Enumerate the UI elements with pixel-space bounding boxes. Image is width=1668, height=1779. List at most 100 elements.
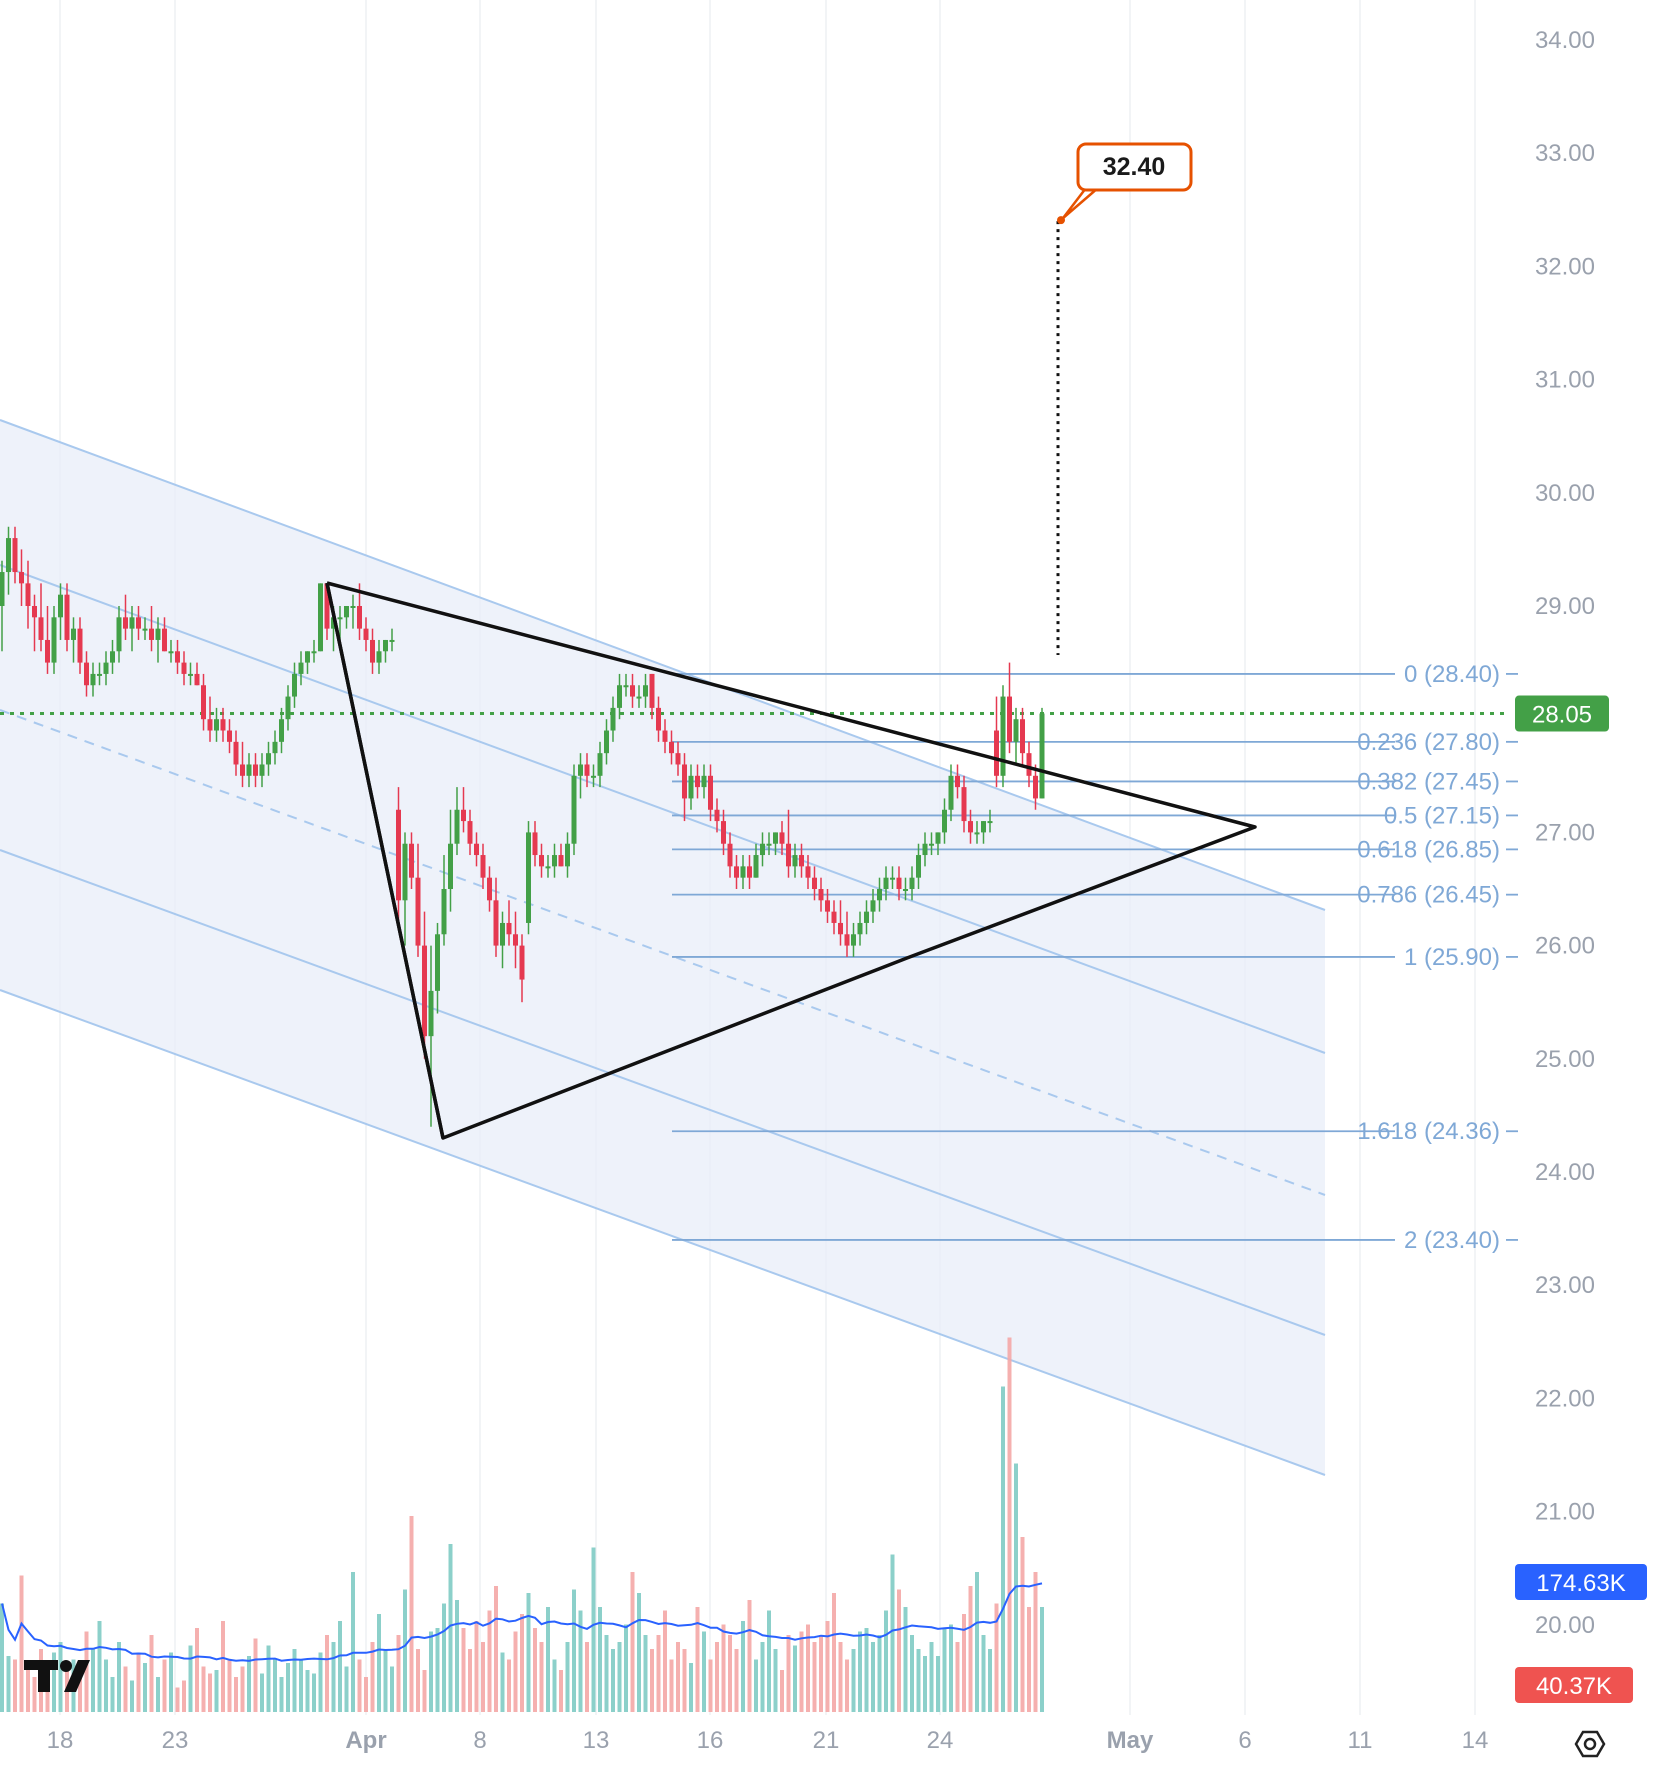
volume-bar <box>858 1631 862 1712</box>
candle-body <box>201 685 206 720</box>
candle-body <box>968 821 973 833</box>
triangle-pattern <box>325 581 1257 1140</box>
candle-body <box>1000 696 1006 776</box>
candle-body <box>513 934 518 946</box>
tradingview-logo[interactable] <box>24 1660 90 1692</box>
candle-body <box>766 843 772 846</box>
y-tick-label: 25.00 <box>1535 1046 1595 1073</box>
target-callout-label: 32.40 <box>1103 153 1166 181</box>
fib-level-label: 1.618 (24.36) <box>1357 1118 1500 1145</box>
volume-bar <box>169 1652 173 1712</box>
y-tick-label: 20.00 <box>1535 1612 1595 1639</box>
volume-bar <box>383 1649 388 1712</box>
candle-body <box>526 832 531 923</box>
x-tick-label: 21 <box>813 1727 840 1754</box>
volume-bar <box>864 1628 869 1712</box>
candle-body <box>19 572 24 584</box>
candle-body <box>545 866 551 869</box>
y-tick-label: 31.00 <box>1535 367 1595 394</box>
candle-body <box>181 662 187 674</box>
candle-body <box>58 594 63 618</box>
candle-body <box>389 639 395 642</box>
volume-bar <box>390 1666 394 1712</box>
volume-bar <box>143 1663 147 1712</box>
candle-body <box>519 945 525 980</box>
volume-bar <box>78 1663 82 1712</box>
y-tick-label: 34.00 <box>1535 27 1595 54</box>
candle-body <box>32 606 37 618</box>
candle-body <box>961 787 967 822</box>
volume-bar <box>786 1635 791 1712</box>
candle-body <box>571 775 577 844</box>
candle-body <box>357 606 362 629</box>
volume-bar <box>845 1659 849 1712</box>
price-badges: 28.05 174.63K 40.37K <box>1515 695 1647 1703</box>
fibonacci-levels: 0 (28.40) 0.236 (27.80) 0.382 (27.45) 0.5 (… <box>672 661 1518 1254</box>
candle-body <box>753 855 759 878</box>
candle-body <box>786 843 791 867</box>
volume-bar <box>156 1677 160 1712</box>
candle-body <box>597 753 603 776</box>
x-tick-label: Apr <box>345 1727 386 1754</box>
volume-bar <box>981 1635 986 1712</box>
volume-bar <box>929 1642 934 1712</box>
volume-bar <box>695 1607 700 1712</box>
volume-bar <box>903 1607 908 1712</box>
volume-bar <box>559 1670 563 1712</box>
candle-body <box>649 673 655 708</box>
volume-bar <box>565 1642 570 1712</box>
candle-body <box>175 651 180 663</box>
candle-body <box>532 832 538 856</box>
candle-body <box>500 922 505 946</box>
volume-bar <box>130 1680 134 1712</box>
volume-bar <box>455 1600 459 1712</box>
candle-body <box>461 809 466 822</box>
volume-bar <box>968 1586 973 1712</box>
x-tick-label: 16 <box>697 1727 724 1754</box>
candle-body <box>194 673 200 686</box>
volume-bar <box>195 1628 199 1712</box>
volume-bar <box>650 1649 654 1712</box>
volume-bar <box>110 1677 115 1712</box>
x-tick-label: May <box>1107 1727 1154 1754</box>
volume-bar <box>773 1649 778 1712</box>
candle-body <box>285 696 291 720</box>
volume-bar <box>318 1652 323 1712</box>
volume-bar <box>357 1659 362 1712</box>
volume-bar <box>266 1645 271 1712</box>
volume-bar <box>136 1652 141 1712</box>
volume-bar <box>1020 1537 1025 1712</box>
volume-bar <box>806 1624 810 1712</box>
volume-bar <box>955 1642 960 1712</box>
candle-body <box>383 639 388 652</box>
candle-body <box>474 843 479 856</box>
volume-bar <box>162 1659 167 1712</box>
x-tick-label: 6 <box>1238 1727 1251 1754</box>
candle-body <box>604 730 609 754</box>
volume-bar <box>546 1607 550 1712</box>
candle-body <box>948 775 954 810</box>
candle-body <box>818 889 824 901</box>
volume-bar <box>708 1659 713 1712</box>
volume-bar <box>377 1614 381 1712</box>
candle-body <box>64 594 70 640</box>
y-tick-label: 21.00 <box>1535 1499 1595 1526</box>
candle-body <box>207 719 213 731</box>
volume-bar <box>682 1649 687 1712</box>
candle-body <box>12 538 18 573</box>
candle-body <box>584 764 590 776</box>
channel-fill <box>0 420 1325 1475</box>
candle-body <box>565 843 570 867</box>
volume-bar <box>520 1614 524 1712</box>
candle-body <box>825 900 830 912</box>
volume-bar <box>84 1631 89 1712</box>
volume-bar <box>585 1642 589 1712</box>
settings-icon[interactable] <box>1574 1730 1606 1758</box>
candle-body <box>870 900 876 912</box>
volume-bar <box>273 1659 277 1712</box>
y-tick-label: 23.00 <box>1535 1272 1595 1299</box>
candle-body <box>376 651 382 663</box>
volume-bar <box>643 1635 648 1712</box>
candle-body <box>214 719 219 731</box>
